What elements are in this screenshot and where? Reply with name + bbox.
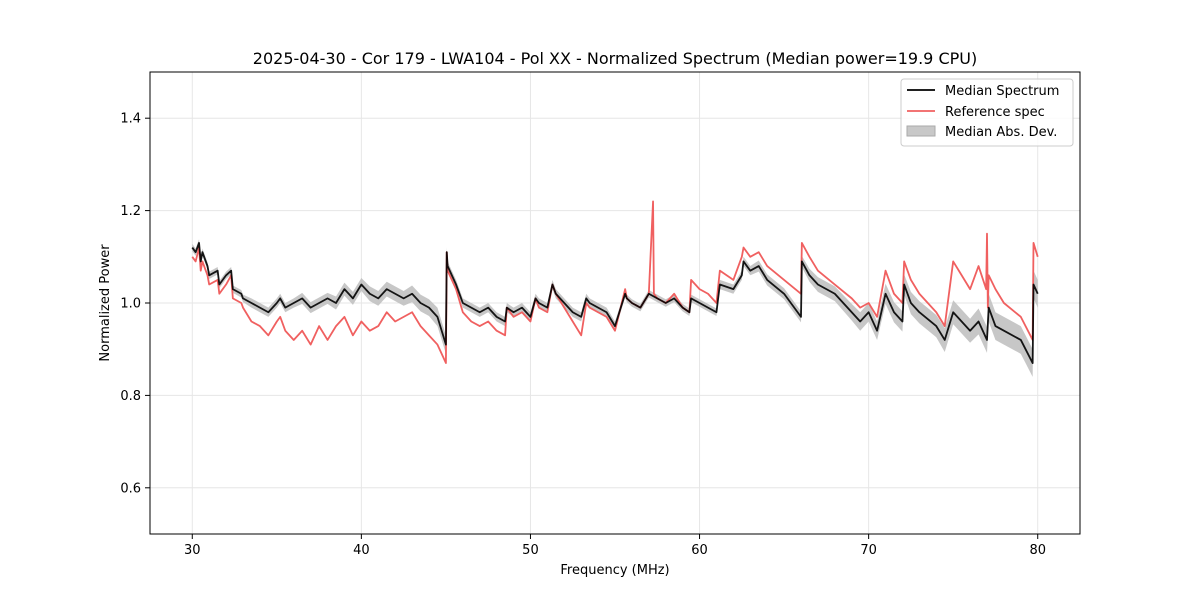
x-axis-title: Frequency (MHz): [560, 563, 669, 578]
y-tick-label: 1.0: [120, 297, 141, 312]
y-axis: 0.6 0.8 1.0 1.2 1.4: [120, 112, 150, 496]
y-axis-title: Normalized Power: [98, 244, 113, 362]
x-tick-label: 40: [353, 543, 370, 558]
x-tick-label: 80: [1029, 543, 1046, 558]
x-tick-label: 30: [184, 543, 201, 558]
median-spectrum-line: [191, 242, 1039, 364]
y-tick-label: 0.6: [120, 481, 141, 496]
plot-area: [191, 200, 1039, 377]
legend-median-label: Median Spectrum: [945, 84, 1059, 99]
y-tick-label: 1.2: [120, 204, 141, 219]
mad-band: [192, 239, 1038, 377]
x-tick-label: 60: [691, 543, 708, 558]
legend-reference-label: Reference spec: [945, 105, 1045, 120]
chart-title: 2025-04-30 - Cor 179 - LWA104 - Pol XX -…: [253, 49, 977, 68]
reference-spectrum-line: [191, 200, 1039, 364]
legend-mad-label: Median Abs. Dev.: [945, 125, 1057, 140]
legend-box: [900, 78, 1074, 147]
y-tick-label: 0.8: [120, 389, 141, 404]
legend-mad-swatch: [906, 125, 936, 137]
x-tick-label: 50: [522, 543, 539, 558]
y-tick-label: 1.4: [120, 112, 141, 127]
x-tick-label: 70: [860, 543, 877, 558]
legend: Median Spectrum Reference spec Median Ab…: [900, 78, 1074, 147]
x-axis: 30 40 50 60 70 80: [184, 534, 1046, 558]
